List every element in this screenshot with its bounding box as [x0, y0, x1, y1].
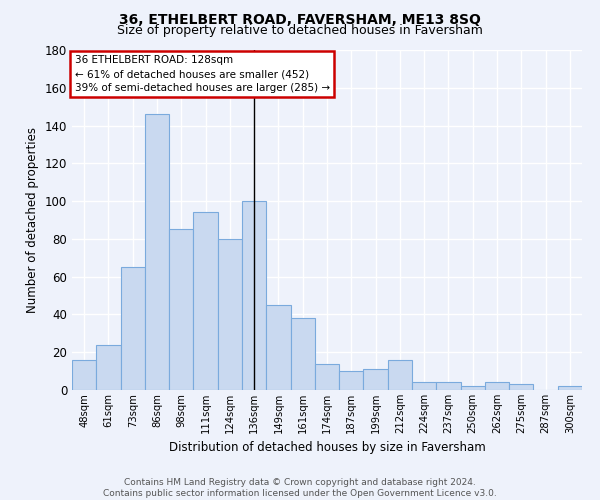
X-axis label: Distribution of detached houses by size in Faversham: Distribution of detached houses by size …	[169, 442, 485, 454]
Bar	[242, 201, 266, 390]
Bar	[315, 364, 339, 390]
Bar	[339, 371, 364, 390]
Bar	[72, 360, 96, 390]
Bar	[364, 369, 388, 390]
Text: 36, ETHELBERT ROAD, FAVERSHAM, ME13 8SQ: 36, ETHELBERT ROAD, FAVERSHAM, ME13 8SQ	[119, 12, 481, 26]
Bar	[558, 386, 582, 390]
Bar	[412, 382, 436, 390]
Bar	[290, 318, 315, 390]
Bar	[509, 384, 533, 390]
Bar	[266, 305, 290, 390]
Bar	[388, 360, 412, 390]
Bar	[169, 230, 193, 390]
Text: 36 ETHELBERT ROAD: 128sqm
← 61% of detached houses are smaller (452)
39% of semi: 36 ETHELBERT ROAD: 128sqm ← 61% of detac…	[74, 55, 329, 93]
Text: Size of property relative to detached houses in Faversham: Size of property relative to detached ho…	[117, 24, 483, 37]
Bar	[461, 386, 485, 390]
Bar	[218, 239, 242, 390]
Y-axis label: Number of detached properties: Number of detached properties	[26, 127, 39, 313]
Text: Contains HM Land Registry data © Crown copyright and database right 2024.
Contai: Contains HM Land Registry data © Crown c…	[103, 478, 497, 498]
Bar	[121, 267, 145, 390]
Bar	[485, 382, 509, 390]
Bar	[193, 212, 218, 390]
Bar	[436, 382, 461, 390]
Bar	[96, 344, 121, 390]
Bar	[145, 114, 169, 390]
